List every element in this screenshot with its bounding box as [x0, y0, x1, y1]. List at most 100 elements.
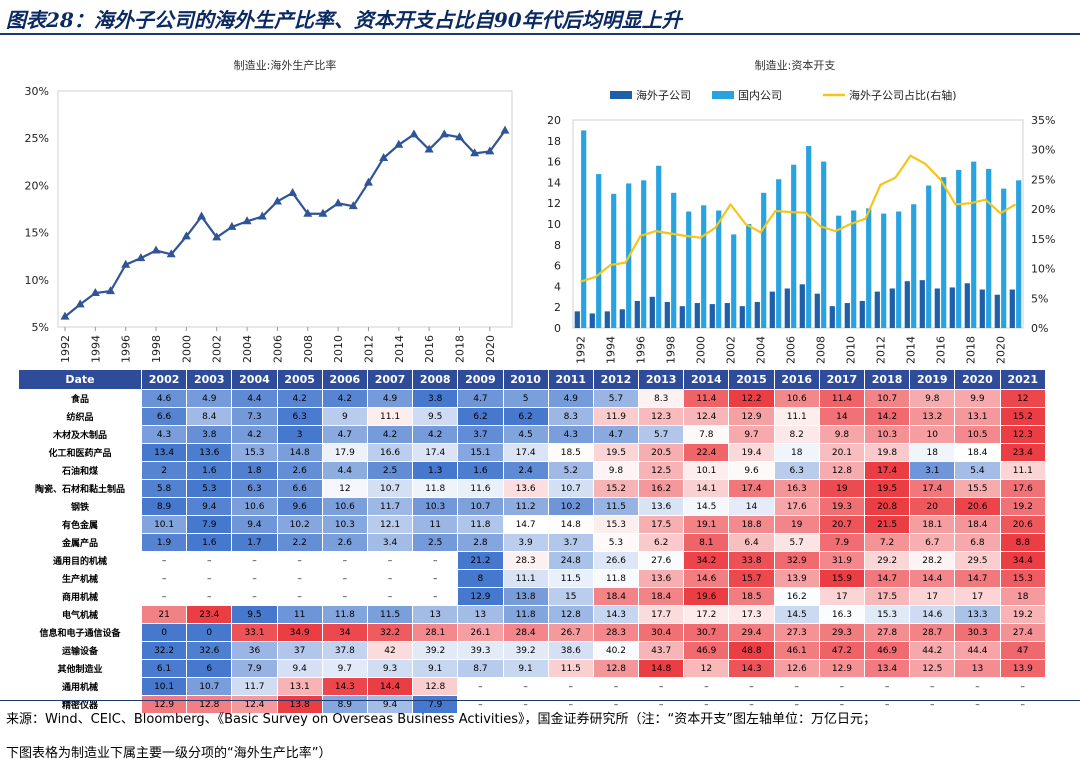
table-cell: 13.6	[638, 497, 685, 516]
table-cell: 13.9	[999, 659, 1047, 678]
header-year: 2014	[683, 369, 730, 390]
table-cell: 18.4	[954, 515, 1001, 534]
table-cell: 14.4	[909, 569, 956, 588]
bar-overseas	[919, 280, 925, 328]
data-point	[288, 187, 298, 196]
table-cell: 11.5	[547, 569, 594, 588]
table-cell: 10.2	[276, 515, 323, 534]
table-cell: 46.9	[863, 641, 911, 660]
row-label: 通用机械	[18, 677, 142, 696]
table-cell: 17.3	[728, 605, 775, 624]
table-cell: 11.4	[818, 389, 866, 408]
table-cell: 6.2	[502, 407, 549, 426]
table-cell: 4.4	[231, 389, 278, 408]
table-cell: 13	[412, 605, 459, 624]
table-cell: 8.2	[773, 425, 820, 444]
table-cell: 15	[547, 587, 594, 606]
data-point	[197, 211, 207, 220]
table-cell: 20.7	[818, 515, 866, 534]
bar-domestic	[821, 161, 827, 328]
table-cell: –	[231, 551, 278, 570]
table-row: 有色金属 10.1 7.9 9.4 10.2 10.3 12.1 11 11.8 14.7 14.8…	[18, 515, 1047, 534]
table-cell: 12.3	[638, 407, 685, 426]
table-cell: –	[954, 677, 1001, 696]
table-cell: 11.1	[773, 407, 820, 426]
table-row: 金属产品 1.9 1.6 1.7 2.2 2.6 3.4 2.5 2.8 3.9 3.7 5.3 6.2…	[18, 533, 1047, 552]
y-tick-label: 8	[554, 239, 561, 252]
row-label: 化工和医药产品	[18, 443, 142, 462]
table-cell: 16.6	[366, 443, 414, 462]
data-point	[106, 286, 116, 295]
table-cell: 2.4	[502, 461, 549, 480]
bar-overseas	[784, 288, 790, 328]
table-cell: 10.1	[683, 461, 730, 480]
table-cell: 18.4	[638, 587, 685, 606]
table-cell: 24.8	[547, 551, 594, 570]
x-tick-label: 1998	[665, 336, 678, 364]
x-tick-label: 1996	[635, 336, 648, 364]
table-cell: 4.2	[321, 389, 368, 408]
y2-tick-label: 25%	[1031, 173, 1055, 186]
row-label: 食品	[18, 389, 142, 408]
table-cell: 5.7	[638, 425, 685, 444]
table-cell: 12.9	[818, 659, 866, 678]
table-cell: 3.9	[502, 533, 549, 552]
table-cell: 1.7	[231, 533, 278, 552]
bar-overseas	[859, 300, 865, 328]
table-cell: 11.1	[502, 569, 549, 588]
table-cell: –	[366, 569, 414, 588]
table-row: 化工和医药产品 13.4 13.6 15.3 14.8 17.9 16.6 17.4 15.1 1…	[18, 443, 1047, 462]
table-cell: 10.1	[140, 515, 188, 534]
table-cell: 2.6	[276, 461, 323, 480]
figure-title: 图表28：海外子公司的海外生产比率、资本开支占比自90年代后均明显上升	[6, 8, 682, 32]
table-cell: 1.6	[186, 533, 233, 552]
table-cell: 36	[231, 641, 278, 660]
table-cell: 27.4	[999, 623, 1047, 642]
table-cell: 47.2	[818, 641, 866, 660]
bar-overseas	[604, 311, 610, 328]
table-cell: 4.7	[592, 425, 640, 444]
table-cell: 6.8	[954, 533, 1001, 552]
table-cell: 19	[818, 479, 866, 498]
table-cell: 2	[140, 461, 188, 480]
row-label: 运输设备	[18, 641, 142, 660]
data-point	[409, 129, 419, 138]
bar-overseas	[679, 306, 685, 328]
table-cell: –	[547, 695, 594, 714]
x-tick-label: 2020	[484, 335, 497, 363]
table-cell: –	[502, 677, 549, 696]
table-cell: 13.6	[638, 569, 685, 588]
table-cell: 6.2	[457, 407, 504, 426]
table-cell: 33.1	[231, 623, 278, 642]
table-cell: 20.1	[818, 443, 866, 462]
table-cell: 12.8	[547, 605, 594, 624]
table-cell: 4.2	[366, 425, 414, 444]
table-cell: 19.3	[818, 497, 866, 516]
row-label: 石油和煤	[18, 461, 142, 480]
table-cell: 7.9	[186, 515, 233, 534]
table-cell: 31.9	[818, 551, 866, 570]
table-cell: 15.2	[592, 479, 640, 498]
header-year: 2008	[412, 369, 459, 390]
table-cell: 44.2	[909, 641, 956, 660]
header-year: 2016	[773, 369, 820, 390]
table-cell: 11.2	[502, 497, 549, 516]
table-cell: –	[366, 551, 414, 570]
bar-domestic	[896, 211, 902, 328]
x-tick-label: 2016	[935, 336, 948, 364]
table-cell: 4.7	[321, 425, 368, 444]
table-cell: 34	[321, 623, 368, 642]
bar-overseas	[874, 291, 880, 328]
table-cell: 9.6	[728, 461, 775, 480]
bar-overseas	[694, 303, 700, 328]
table-cell: 17.4	[412, 443, 459, 462]
data-point	[454, 132, 464, 141]
table-cell: 27.6	[638, 551, 685, 570]
table-cell: 30.7	[683, 623, 730, 642]
table-cell: –	[366, 587, 414, 606]
data-point	[166, 249, 176, 258]
table-cell: 4.4	[321, 461, 368, 480]
table-cell: 4.6	[140, 389, 188, 408]
table-cell: 11.7	[231, 677, 278, 696]
row-label: 金属产品	[18, 533, 142, 552]
